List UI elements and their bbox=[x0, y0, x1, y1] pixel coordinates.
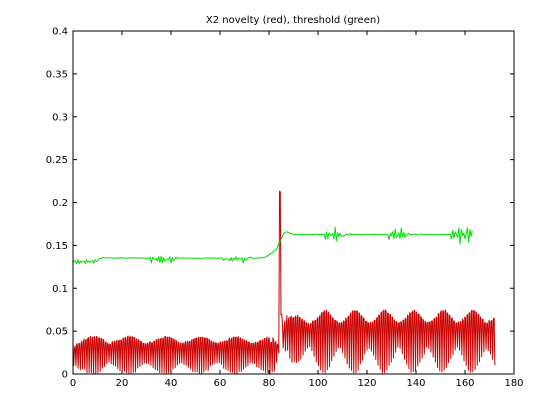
series-layer bbox=[72, 190, 496, 375]
series-line-2 bbox=[72, 226, 473, 265]
x-tick-label: 0 bbox=[70, 378, 76, 389]
y-tick-label: 0.2 bbox=[52, 198, 68, 209]
x-tick-label: 120 bbox=[357, 378, 376, 389]
y-tick-label: 0.35 bbox=[46, 69, 68, 80]
x-tick-label: 60 bbox=[214, 378, 227, 389]
series-line-1 bbox=[72, 190, 496, 375]
y-tick-label: 0.4 bbox=[52, 27, 68, 38]
x-tick-label: 140 bbox=[406, 378, 425, 389]
tick-layer: 0 20 40 60 80 100 120 140 160 180 0 0.05 0.1 0.15 0.2 0… bbox=[46, 27, 524, 390]
x-tick-label: 80 bbox=[263, 378, 276, 389]
y-tick-label: 0.05 bbox=[46, 327, 68, 338]
y-tick-label: 0.1 bbox=[52, 284, 68, 295]
x-tick-label: 160 bbox=[455, 378, 474, 389]
y-tick-label: 0 bbox=[62, 370, 68, 381]
x-tick-label: 40 bbox=[165, 378, 178, 389]
y-tick-label: 0.3 bbox=[52, 112, 68, 123]
x-tick-label: 20 bbox=[116, 378, 129, 389]
chart-title: X2 novelty (red), threshold (green) bbox=[206, 15, 380, 26]
y-tick-label: 0.15 bbox=[46, 241, 68, 252]
x-tick-label: 100 bbox=[308, 378, 327, 389]
axes-frame bbox=[72, 30, 515, 375]
y-tick-label: 0.25 bbox=[46, 155, 68, 166]
x-tick-label: 180 bbox=[504, 378, 523, 389]
